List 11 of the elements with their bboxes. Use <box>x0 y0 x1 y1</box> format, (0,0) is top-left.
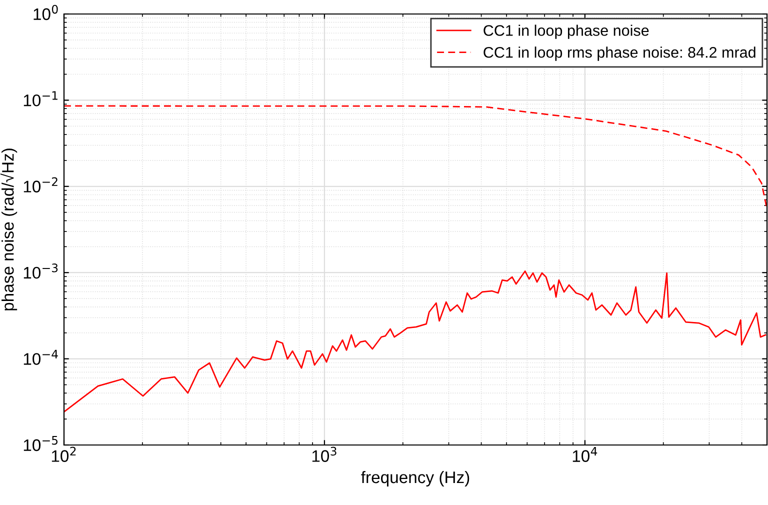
legend-label: CC1 in loop rms phase noise: 84.2 mrad <box>484 46 756 61</box>
x-tick-label: 10$^{3}$ <box>312 446 336 462</box>
legend-label: CC1 in loop phase noise <box>484 24 649 39</box>
y-tick-label: 10$^{0}$ <box>34 4 58 20</box>
x-tick-label: 10$^{4}$ <box>572 446 598 462</box>
y-tick-label: 10$^{−2}$ <box>24 177 58 192</box>
y-tick-label: 10$^{−3}$ <box>24 263 58 279</box>
y-tick-label: 10$^{−4}$ <box>24 350 58 365</box>
y-axis-title: phase noise (rad/√Hz) <box>0 148 18 310</box>
x-axis-title: frequency (Hz) <box>361 470 470 486</box>
y-tick-label: 10$^{−1}$ <box>24 91 58 106</box>
